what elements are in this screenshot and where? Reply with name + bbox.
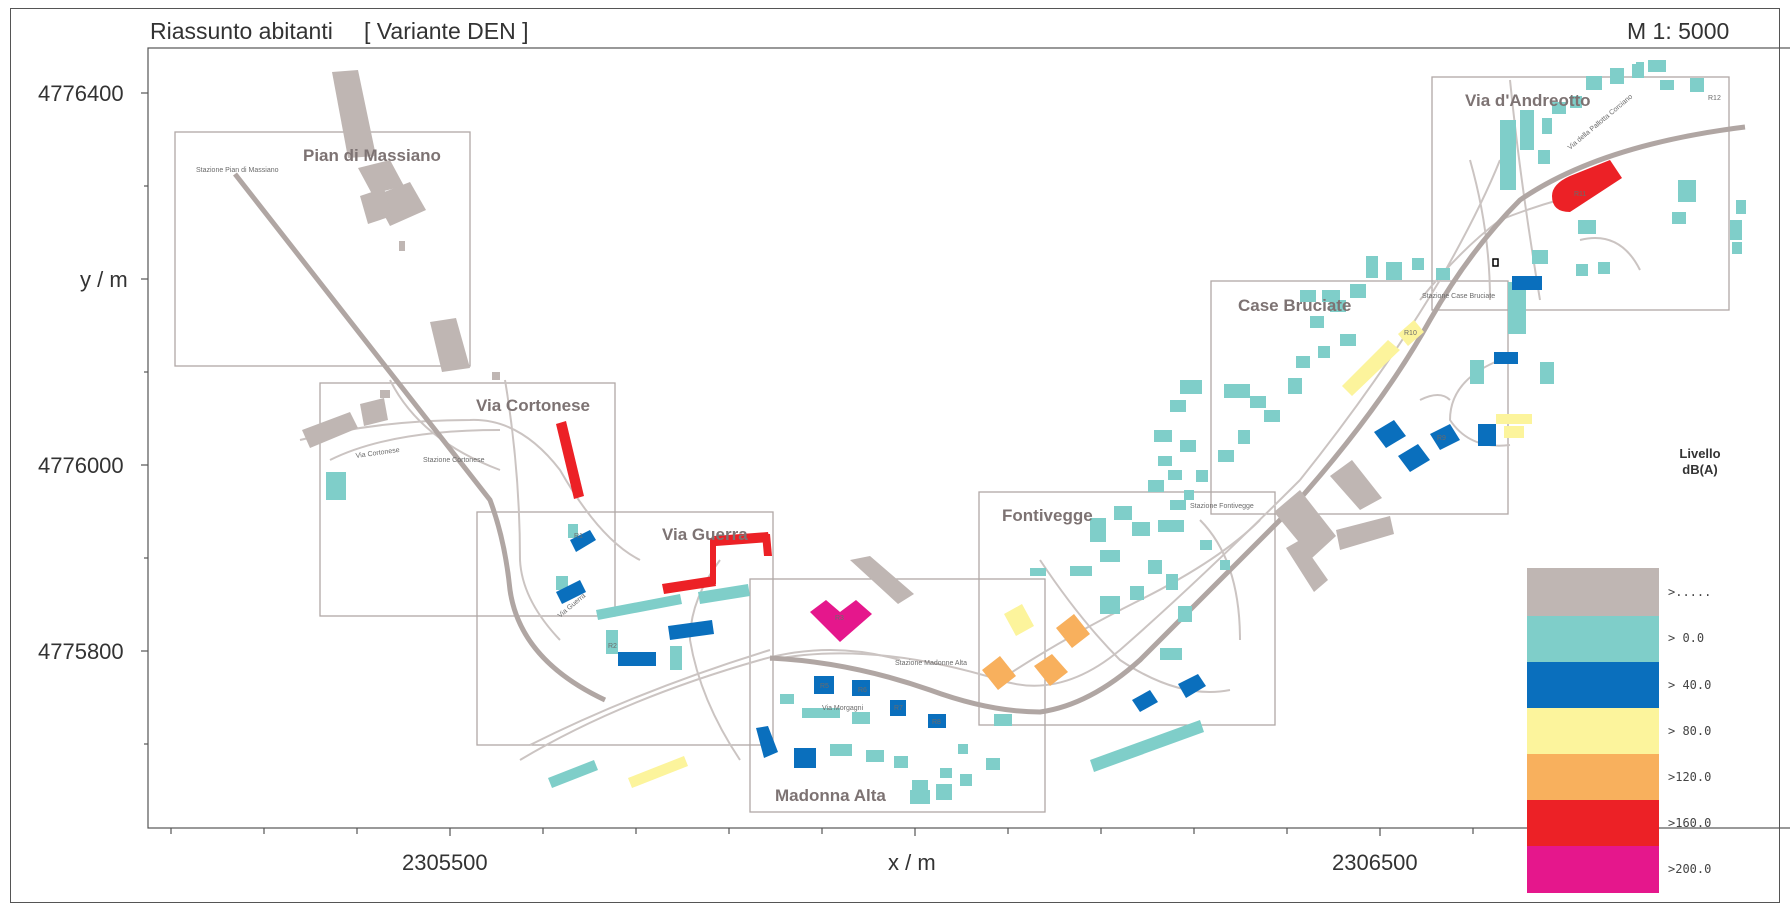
metro-line-east — [769, 124, 1746, 715]
street-label-via-morgagni: Via Morgagni — [822, 705, 864, 712]
x-tick-2305500: 2305500 — [402, 850, 488, 875]
legend-swatch-3 — [1527, 708, 1659, 754]
legend-label-5: >160.0 — [1668, 816, 1711, 830]
legend-label-1: > 0.0 — [1668, 631, 1704, 645]
area-title-fontivegge: Fontivegge — [1002, 506, 1093, 525]
legend-title-line1: Livello — [1679, 446, 1720, 461]
receiver-label-r9: R9 — [1437, 435, 1446, 442]
receiver-label-r6: R6 — [858, 687, 867, 694]
legend-swatch-4 — [1527, 754, 1659, 800]
receiver-label-r12: R12 — [1708, 95, 1721, 102]
station-label-pian-di-massiano: Stazione Pian di Massiano — [196, 167, 279, 174]
map-title: Riassunto abitanti — [150, 18, 333, 44]
receiver-label-r8: R8 — [932, 719, 941, 726]
area-title-via-cortonese: Via Cortonese — [476, 396, 590, 415]
area-box-case-bruciate — [1210, 280, 1509, 515]
buildings-red — [556, 160, 1622, 594]
legend-swatch-1 — [1527, 616, 1659, 662]
legend-label-2: > 40.0 — [1668, 678, 1711, 692]
area-box-via-dandreotto — [1431, 76, 1730, 311]
scale-label: M 1: 5000 — [1627, 18, 1730, 44]
street-label-via-cortonese: Via Cortonese — [355, 447, 400, 460]
y-tick-4775800: 4775800 — [38, 639, 124, 664]
buildings-orange — [982, 614, 1090, 690]
legend-swatch-5 — [1527, 800, 1659, 846]
receiver-label-r5: R5 — [820, 683, 829, 690]
station-label-case-bruciate: Stazione Case Bruciate — [1422, 293, 1495, 300]
station-label-fontivegge: Stazione Fontivegge — [1190, 503, 1254, 510]
legend-title-line2: dB(A) — [1682, 462, 1717, 477]
receiver-labels: R1 R2 R3 R5 R6 R7 R8 R9 R10 R11 R12 — [574, 95, 1721, 726]
area-title-pian-di-massiano: Pian di Massiano — [303, 146, 441, 165]
x-axis-ticks — [170, 828, 1474, 836]
x-tick-2306500: 2306500 — [1332, 850, 1418, 875]
buildings-magenta — [810, 600, 872, 642]
legend-swatches — [1527, 568, 1659, 893]
buildings-yellow — [628, 320, 1532, 788]
legend-swatch-2 — [1527, 662, 1659, 708]
area-title-case-bruciate: Case Bruciate — [1238, 296, 1351, 315]
legend-labels: >..... > 0.0 > 40.0 > 80.0 >120.0 >160.0… — [1668, 585, 1711, 876]
receiver-label-r2: R2 — [608, 643, 617, 650]
x-axis-label: x / m — [888, 850, 936, 875]
measurement-point — [1492, 258, 1499, 267]
legend-label-6: >200.0 — [1668, 862, 1711, 876]
receiver-label-r10: R10 — [1404, 330, 1417, 337]
legend-label-0: >..... — [1668, 585, 1711, 599]
y-tick-4776000: 4776000 — [38, 453, 124, 478]
area-title-madonna-alta: Madonna Alta — [775, 786, 886, 805]
buildings-gray — [302, 70, 1394, 604]
roads — [299, 79, 1641, 761]
area-box-via-cortonese — [319, 382, 616, 617]
area-box-pian-di-massiano — [174, 131, 471, 367]
area-box-via-guerra — [476, 511, 774, 746]
station-label-madonne-alta: Stazione Madonne Alta — [895, 660, 967, 667]
receiver-label-r3: R3 — [835, 615, 844, 622]
receiver-label-r7: R7 — [894, 705, 903, 712]
area-box-fontivegge — [978, 491, 1276, 726]
station-label-cortonese: Stazione Cortonese — [423, 457, 485, 464]
buildings-teal — [326, 60, 1746, 804]
y-tick-4776400: 4776400 — [38, 81, 124, 106]
area-box-madonna-alta — [749, 578, 1046, 813]
y-axis-ticks — [141, 92, 148, 745]
area-title-via-dandreotto: Via d'Andreotto — [1465, 91, 1591, 110]
variant-label: [ Variante DEN ] — [364, 18, 529, 44]
legend-swatch-0 — [1527, 568, 1659, 616]
legend-label-3: > 80.0 — [1668, 724, 1711, 738]
plot-area — [147, 47, 1790, 829]
receiver-label-r11: R11 — [1574, 191, 1586, 198]
area-title-via-guerra: Via Guerra — [662, 525, 748, 544]
metro-line — [233, 172, 607, 703]
receiver-label-r1: R1 — [574, 533, 583, 540]
legend-label-4: >120.0 — [1668, 770, 1711, 784]
legend-swatch-6 — [1527, 846, 1659, 893]
buildings-blue — [556, 276, 1542, 768]
study-area-boxes — [174, 76, 1730, 813]
y-axis-label: y / m — [80, 267, 128, 292]
